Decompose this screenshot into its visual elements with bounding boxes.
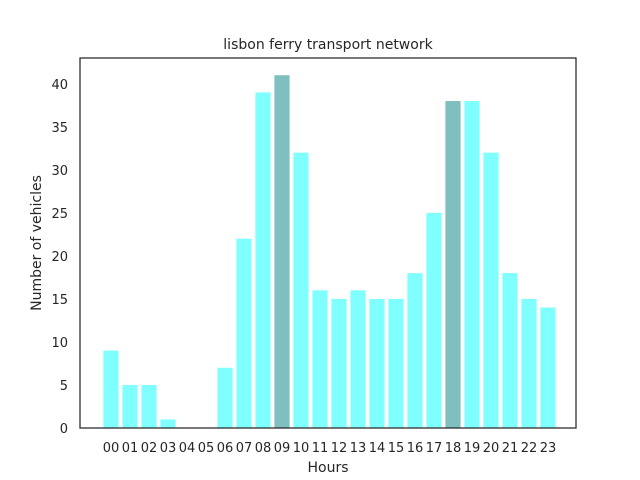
bar-20 <box>483 152 499 428</box>
bar-02 <box>141 384 157 428</box>
x-tick-label: 02 <box>141 441 158 456</box>
x-tick-label: 10 <box>293 441 310 456</box>
x-tick-label: 00 <box>103 441 120 456</box>
x-tick-label: 09 <box>274 441 291 456</box>
y-tick-label: 40 <box>51 78 68 93</box>
x-tick-label: 11 <box>312 441 329 456</box>
bar-09 <box>274 75 290 429</box>
x-tick-label: 01 <box>122 441 139 456</box>
bar-17 <box>426 212 442 428</box>
axes-frame <box>79 57 577 429</box>
bar-08 <box>255 92 271 428</box>
y-tick-label: 15 <box>51 293 68 308</box>
x-tick-label: 17 <box>426 441 443 456</box>
bar-13 <box>350 290 366 428</box>
chart-title: lisbon ferry transport network <box>223 37 433 53</box>
bar-21 <box>502 273 518 428</box>
y-tick-label: 25 <box>51 207 68 222</box>
bar-22 <box>521 298 537 428</box>
y-tick-label: 20 <box>51 250 68 265</box>
x-tick-label: 05 <box>198 441 215 456</box>
bar-11 <box>312 290 328 428</box>
x-tick-label: 20 <box>483 441 500 456</box>
bar-10 <box>293 152 309 428</box>
x-tick-label: 13 <box>350 441 367 456</box>
x-tick-label: 08 <box>255 441 272 456</box>
x-tick-label: 03 <box>160 441 177 456</box>
x-tick-label: 15 <box>388 441 405 456</box>
y-tick-label: 30 <box>51 164 68 179</box>
bar-14 <box>369 298 385 428</box>
bar-15 <box>388 298 404 428</box>
x-tick-label: 16 <box>407 441 424 456</box>
x-tick-label: 14 <box>369 441 386 456</box>
y-tick-label: 10 <box>51 336 68 351</box>
bar-00 <box>103 350 119 428</box>
y-tick-label: 5 <box>60 379 68 394</box>
plot-area: 00 01 02 03 04 05 06 07 08 09 10 11 12 13 14 15 16 17 18 19… <box>51 75 556 456</box>
x-tick-label: 18 <box>445 441 462 456</box>
bar-18 <box>445 101 461 428</box>
bar-07 <box>236 238 252 428</box>
y-axis-label: Number of vehicles <box>29 175 45 311</box>
bar-12 <box>331 298 347 428</box>
x-tick-label: 23 <box>540 441 557 456</box>
bar-23 <box>540 307 556 428</box>
x-tick-label: 19 <box>464 441 481 456</box>
bar-19 <box>464 101 480 428</box>
x-tick-label: 06 <box>217 441 234 456</box>
y-tick-label: 35 <box>51 121 68 136</box>
bar-16 <box>407 273 423 428</box>
x-tick-label: 21 <box>502 441 519 456</box>
x-axis-label: Hours <box>307 460 348 476</box>
x-tick-label: 22 <box>521 441 538 456</box>
bar-03 <box>160 419 176 428</box>
x-tick-label: 07 <box>236 441 253 456</box>
x-tick-label: 12 <box>331 441 348 456</box>
y-tick-label: 0 <box>60 422 68 437</box>
bar-06 <box>217 367 233 428</box>
x-tick-label: 04 <box>179 441 196 456</box>
bar-01 <box>122 384 138 428</box>
